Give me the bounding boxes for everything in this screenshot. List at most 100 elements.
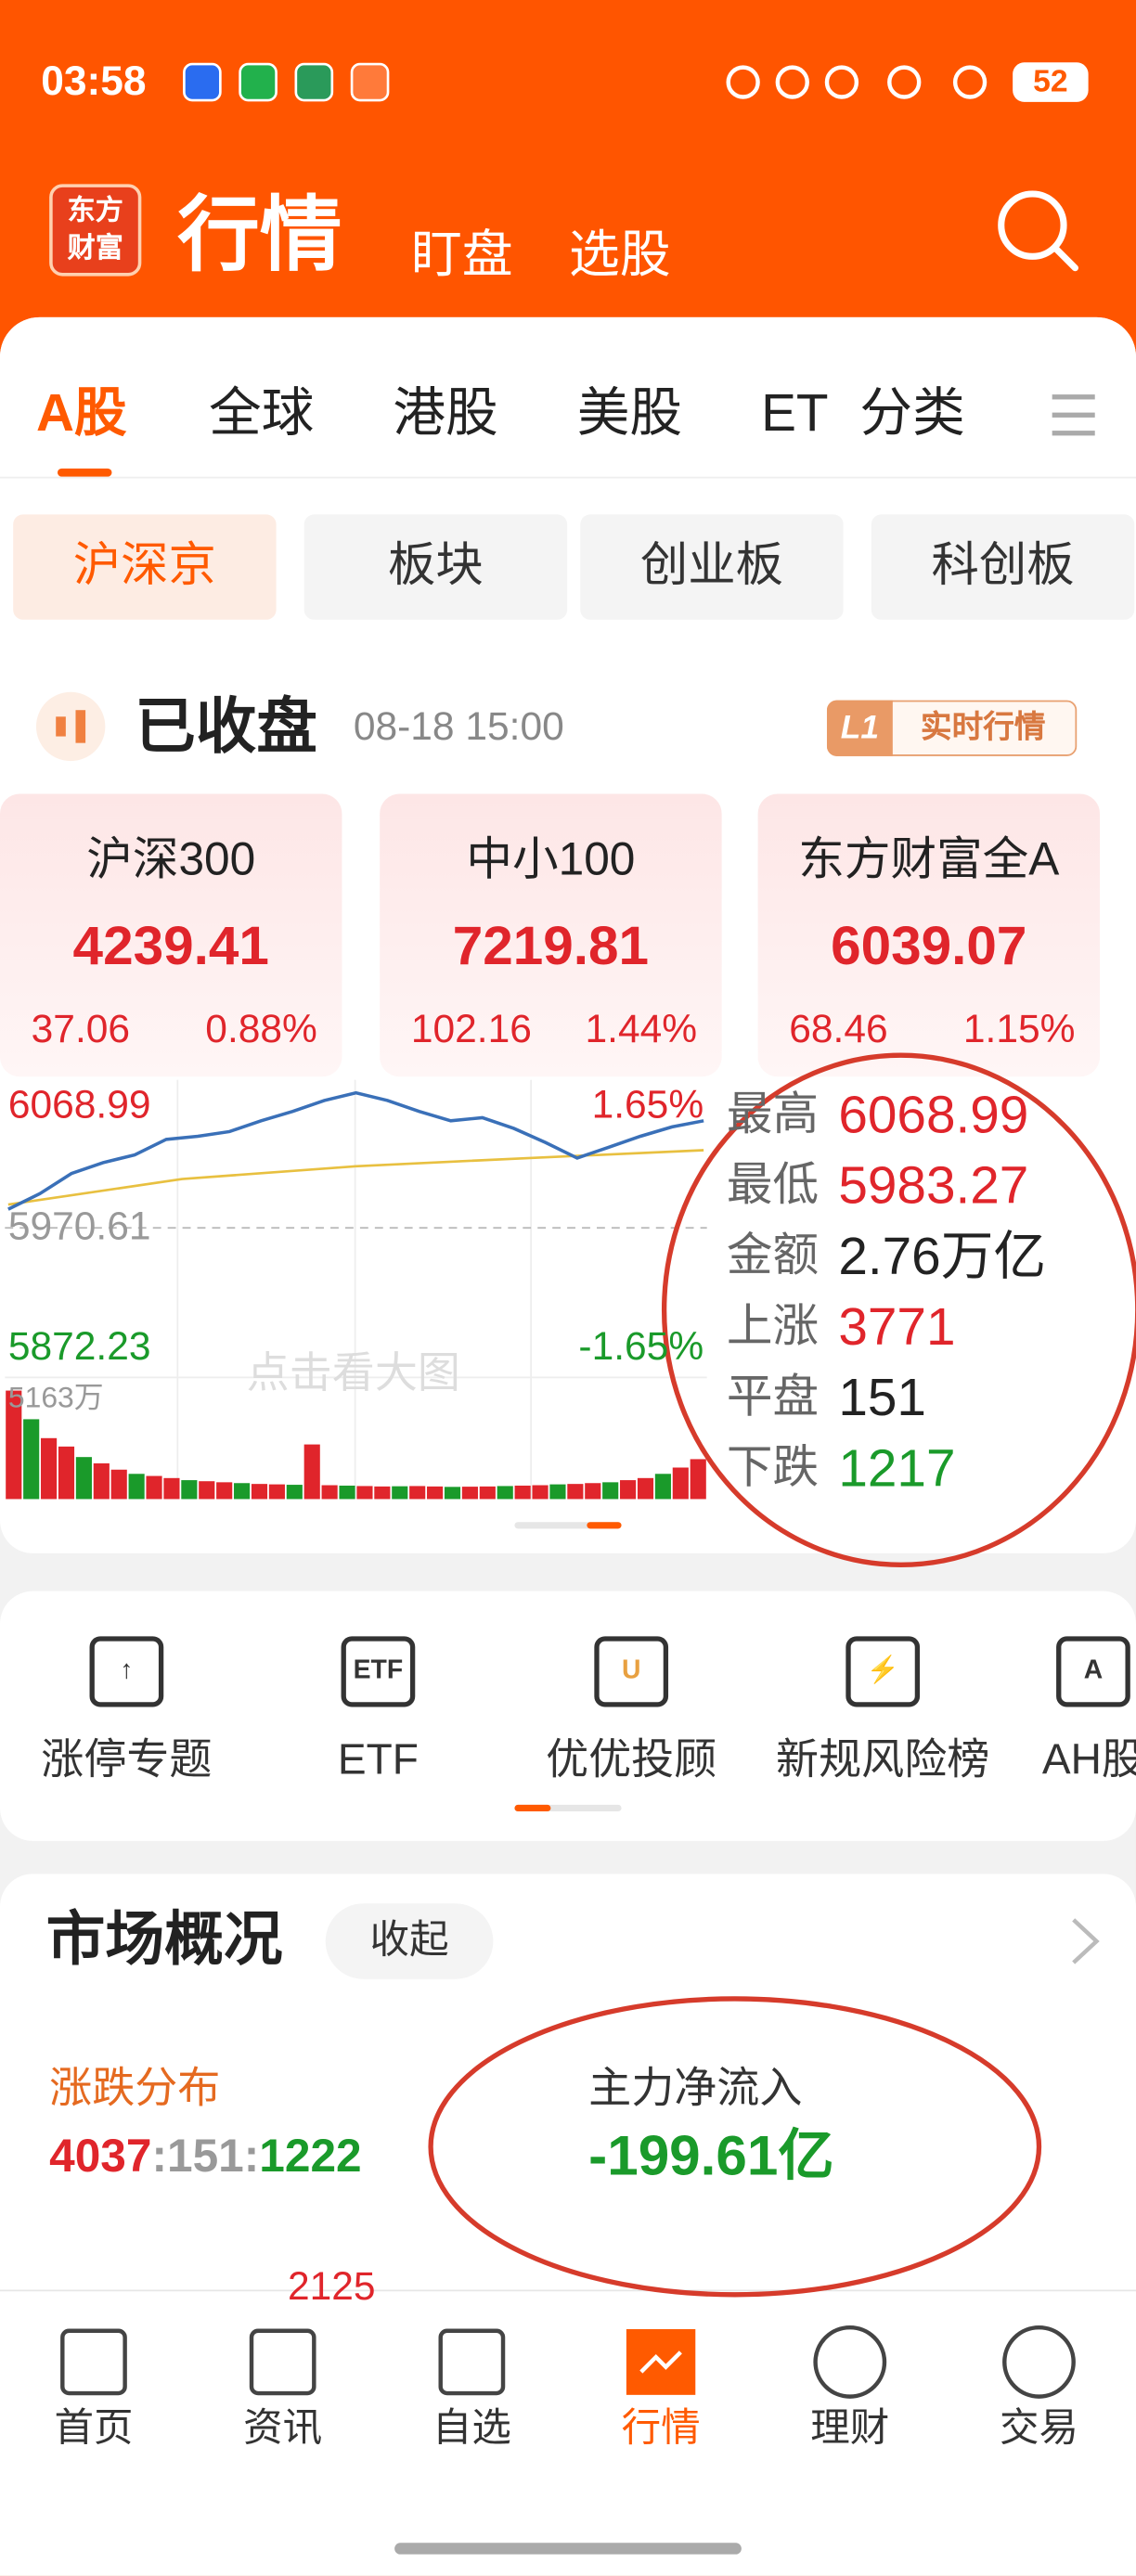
stat-value: 2.76万亿 [838, 1226, 1047, 1286]
bottom-nav [0, 2289, 1136, 2576]
stat-label: 下跌 [726, 1441, 820, 1493]
overview-card [0, 1874, 1136, 2367]
volume-bar [251, 1484, 268, 1500]
menu-icon [1052, 412, 1095, 418]
tool-label[interactable]: 优优投顾 [546, 1733, 717, 1784]
overview-title: 市场概况 [45, 1904, 283, 1973]
stat-label: 平盘 [726, 1371, 820, 1423]
tool-icon-glyph: U [621, 1656, 641, 1685]
chart-hint[interactable]: 点击看大图 [246, 1347, 460, 1397]
sub-tab[interactable] [580, 514, 844, 620]
status-indicator [952, 65, 988, 99]
sub-tab[interactable] [13, 514, 277, 620]
nav-label[interactable]: 行情 [621, 2406, 701, 2452]
nav-icon [60, 2328, 127, 2396]
sub-tab-label[interactable]: 科创板 [931, 539, 1075, 593]
index-change-pct: 0.88% [205, 1007, 317, 1052]
header-tab[interactable]: 盯盘 [410, 225, 513, 284]
index-card[interactable] [757, 793, 1101, 1077]
volume-bar [234, 1483, 251, 1500]
stat-value: 6068.99 [838, 1085, 1029, 1144]
market-tab[interactable]: 美股 [576, 382, 683, 443]
index-card[interactable] [380, 793, 722, 1077]
stat-label: 最低 [726, 1158, 820, 1210]
stat-value: 5983.27 [838, 1155, 1029, 1216]
flow-value: -199.61亿 [588, 2125, 834, 2188]
volume-bar [268, 1484, 285, 1500]
stat-value: 3771 [838, 1296, 956, 1357]
status-time: 03:58 [41, 58, 147, 105]
tool-label[interactable]: ETF [337, 1733, 419, 1784]
pct-low: -1.65% [578, 1324, 704, 1370]
volume-bar [444, 1487, 461, 1500]
index-price: 7219.81 [452, 914, 650, 976]
y-tick-label: 5872.23 [7, 1324, 151, 1370]
status-app-icon [294, 62, 334, 102]
sub-tab-label[interactable]: 创业板 [639, 539, 784, 593]
market-status: 已收盘 [135, 692, 317, 761]
home-indicator [394, 2543, 742, 2555]
tool-label[interactable]: 新规风险榜 [776, 1733, 990, 1784]
status-indicator [775, 65, 809, 99]
status-indicator [726, 65, 760, 99]
volume-bar [672, 1467, 689, 1500]
collapse-pill[interactable] [325, 1903, 494, 1979]
index-change-pct: 1.44% [585, 1007, 698, 1052]
sub-tab[interactable] [303, 514, 568, 620]
volume-bar [461, 1487, 478, 1500]
market-tab[interactable]: 全球 [208, 382, 315, 443]
market-tab[interactable]: 分类 [859, 382, 965, 443]
volume-bar [303, 1444, 320, 1500]
volume-bar [58, 1446, 75, 1500]
volume-bar [392, 1486, 408, 1500]
menu-icon [1052, 431, 1095, 435]
nav-icon [438, 2328, 506, 2396]
pager [514, 1804, 622, 1812]
volume-bar [532, 1485, 549, 1500]
tool-icon [89, 1636, 164, 1707]
nav-label[interactable]: 资讯 [243, 2406, 323, 2452]
nav-icon [639, 2351, 682, 2374]
pager-active [514, 1804, 551, 1812]
header-tab[interactable]: 选股 [568, 225, 671, 284]
sub-tab[interactable] [871, 514, 1135, 620]
tool-icon-glyph: ⚡ [866, 1656, 899, 1685]
volume-max: 5163万 [7, 1380, 104, 1414]
stat-value: 1217 [838, 1437, 956, 1498]
dist-sep: : [243, 2130, 260, 2182]
status-icon [56, 716, 66, 737]
volume-bar [181, 1480, 198, 1500]
dist-up: 4037 [49, 2130, 152, 2182]
nav-label[interactable]: 首页 [54, 2406, 134, 2452]
menu-icon [1052, 394, 1095, 399]
collapse-label[interactable]: 收起 [369, 1918, 449, 1963]
tool-icon [846, 1636, 921, 1707]
pager [514, 1522, 622, 1529]
sub-tab-label[interactable]: 板块 [388, 539, 484, 593]
header-title: 行情 [177, 188, 342, 281]
nav-label[interactable]: 自选 [432, 2406, 511, 2452]
badge-level: L1 [840, 710, 880, 747]
index-card[interactable] [0, 793, 342, 1077]
tool-label[interactable]: 涨停专题 [41, 1733, 213, 1784]
market-tab[interactable]: A股 [35, 382, 127, 443]
volume-bar [6, 1390, 22, 1500]
dist-down: 1222 [259, 2130, 362, 2182]
status-icon [75, 710, 86, 743]
tool-icon [341, 1636, 416, 1707]
volume-bar [23, 1419, 40, 1500]
volume-bar [637, 1477, 654, 1500]
market-tab[interactable]: 港股 [393, 382, 498, 443]
sub-tab-label[interactable]: 沪深京 [72, 539, 216, 593]
nav-icon [1002, 2325, 1076, 2399]
market-tab[interactable]: ET [761, 382, 829, 443]
market-time: 08-18 15:00 [353, 704, 564, 750]
nav-label[interactable]: 理财 [810, 2406, 890, 2452]
index-change: 68.46 [789, 1007, 888, 1052]
volume-bar [602, 1482, 619, 1500]
nav-label[interactable]: 交易 [999, 2406, 1078, 2452]
tool-label[interactable]: AH股 [1041, 1733, 1136, 1784]
volume-bar [216, 1482, 233, 1500]
price-line [7, 1090, 704, 1211]
